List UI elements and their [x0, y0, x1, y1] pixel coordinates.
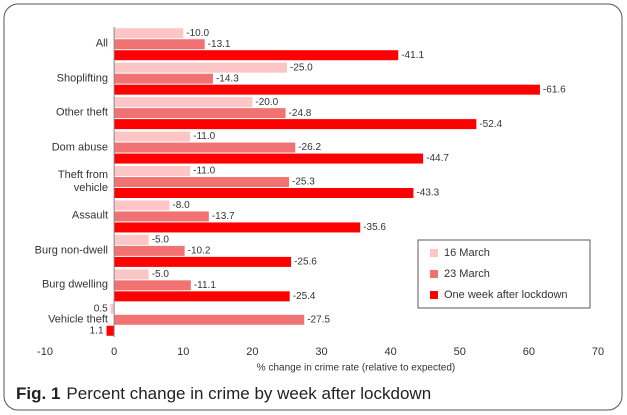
legend-swatch [430, 270, 438, 278]
caption: Fig. 1 Percent change in crime by week af… [16, 384, 431, 404]
data-label: -5.0 [152, 269, 170, 280]
legend-label: One week after lockdown [444, 289, 568, 301]
bar [114, 211, 209, 222]
data-label: -25.3 [292, 177, 315, 188]
data-label: -52.4 [479, 119, 502, 130]
bar [114, 256, 292, 267]
bar [114, 234, 149, 245]
category-label: Other theft [56, 106, 108, 119]
data-label: -25.4 [293, 291, 316, 302]
data-label: -25.6 [294, 257, 317, 268]
bar [114, 314, 305, 325]
legend-label: 16 March [444, 247, 490, 259]
data-label: -11.1 [194, 280, 216, 291]
x-tick-label: 40 [385, 346, 397, 358]
data-label: -27.5 [307, 314, 330, 325]
data-label: -20.0 [255, 97, 278, 108]
category-label: Vehicle theft [48, 313, 108, 326]
bar [114, 153, 424, 164]
category-label: Dom abuse [51, 141, 108, 154]
x-tick-label: 10 [177, 346, 189, 358]
data-label: -14.3 [216, 73, 239, 84]
legend [417, 239, 591, 309]
data-label: -25.0 [290, 62, 313, 73]
data-label: -5.0 [152, 235, 170, 246]
bar [114, 269, 149, 280]
legend-swatch [430, 291, 438, 299]
category-label: All [95, 37, 108, 50]
category-label: Burg dwelling [41, 278, 108, 291]
bar [114, 291, 290, 302]
bar [114, 222, 361, 233]
data-label: -8.0 [172, 200, 190, 211]
bar [114, 200, 170, 211]
bar [106, 325, 115, 336]
data-label: -13.1 [208, 39, 231, 50]
caption-title: Percent change in crime by week after lo… [66, 384, 432, 403]
bar [114, 142, 296, 153]
data-label: 1.1 [90, 325, 104, 336]
bar [114, 166, 191, 176]
category-label: Shoplifting [56, 72, 108, 85]
bar [114, 28, 184, 39]
data-label: -43.3 [416, 188, 439, 199]
data-label: -61.6 [543, 84, 566, 95]
data-label: -11.0 [193, 131, 215, 142]
bar [114, 131, 191, 142]
legend-label: 23 March [444, 268, 490, 280]
bar [114, 39, 205, 50]
x-tick-label: 50 [454, 346, 466, 358]
bar [114, 188, 414, 198]
data-label: -13.7 [212, 211, 235, 222]
category-label: Burg non-dwell [34, 244, 108, 257]
bar [114, 177, 290, 187]
x-tick-label: 20 [246, 346, 258, 358]
legend-swatch [430, 249, 438, 257]
bar [114, 119, 477, 130]
bar [110, 303, 115, 314]
bar [114, 97, 253, 108]
data-label: -11.0 [193, 166, 215, 177]
data-label: -10.2 [188, 246, 211, 257]
bar [114, 84, 540, 95]
bar [114, 245, 185, 256]
data-label: -44.7 [426, 153, 449, 164]
bar [114, 108, 286, 119]
category-label: Assault [71, 209, 108, 222]
x-tick-label: -10 [37, 346, 53, 358]
caption-label: Fig. 1 [16, 384, 61, 403]
frame [3, 3, 623, 411]
data-label: -41.1 [401, 50, 424, 61]
data-label: -35.6 [363, 222, 386, 233]
data-label: -24.8 [289, 108, 312, 119]
bar [114, 50, 399, 61]
x-tick-label: 30 [315, 346, 327, 358]
data-label: 0.5 [94, 303, 108, 314]
data-label: -10.0 [186, 28, 209, 39]
bar [114, 62, 287, 73]
category-label: Theft from vehicle [57, 169, 108, 194]
x-axis-label: % change in crime rate (relative to expe… [257, 363, 455, 374]
x-tick-label: 0 [111, 346, 117, 358]
x-tick-label: 70 [592, 346, 604, 358]
bar [114, 73, 213, 84]
data-label: -26.2 [298, 142, 321, 153]
bar [114, 280, 191, 291]
x-tick-label: 60 [523, 346, 535, 358]
